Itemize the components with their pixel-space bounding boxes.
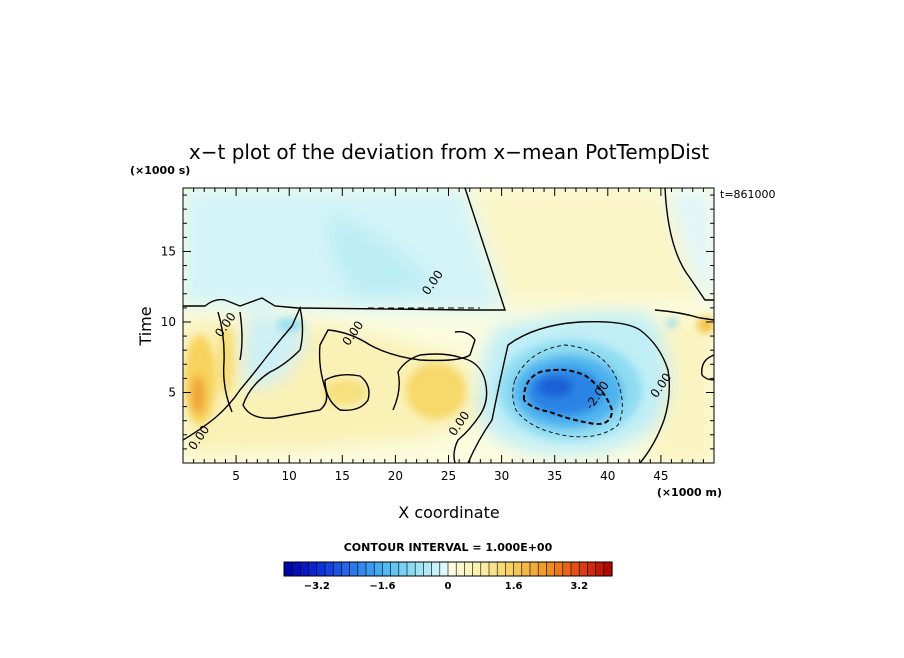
colorbar-cell <box>603 561 613 577</box>
colorbar-cell <box>291 561 302 577</box>
heatmap-field: 0.000.000.000.000.000.00-2.00 <box>183 188 714 463</box>
colorbar-cell <box>439 561 449 577</box>
x-unit-label: (×1000 m) <box>657 486 722 499</box>
colorbar-cell <box>554 561 564 577</box>
contour-zero-right <box>467 320 671 463</box>
colorbar-cell <box>341 561 351 577</box>
colorbar-cell <box>505 561 515 577</box>
time-annotation: t=861000 <box>720 188 776 201</box>
x-tick-label: 40 <box>600 469 615 483</box>
colorbar-cell <box>562 561 572 577</box>
colorbar-frame <box>283 561 613 577</box>
warm-patch-right-top <box>697 317 714 333</box>
contour-minus2 <box>522 368 614 426</box>
colorbar-cell <box>283 561 293 577</box>
colorbar-cell <box>595 561 605 577</box>
colorbar-tick-label: −3.2 <box>304 581 330 592</box>
colorbar-cell <box>300 561 310 577</box>
colorbar-cell <box>382 561 392 577</box>
x-tick-label: 10 <box>282 469 297 483</box>
axis-tick-labels: 5 10 15 20 25 30 35 40 45 5 10 15 <box>161 244 669 483</box>
colorbar-cell <box>349 561 359 577</box>
x-tick-label: 45 <box>653 469 668 483</box>
colorbar-tick-label: −1.6 <box>369 581 395 592</box>
x-tick-label: 20 <box>388 469 403 483</box>
contour-zero-upper <box>183 188 506 311</box>
colorbar-cell <box>414 561 425 577</box>
x-tick-label: 15 <box>335 469 350 483</box>
y-tick-label: 5 <box>168 385 176 399</box>
colorbar-cell <box>373 561 384 577</box>
field-right-edge-warm <box>640 318 714 463</box>
colorbar-cell <box>537 561 548 577</box>
cool-patch-right <box>667 319 677 327</box>
contour-zero-upper-right <box>664 188 714 301</box>
colorbar-cell <box>357 561 367 577</box>
colorbar: −3.2 −1.6 0 1.6 3.2 <box>283 561 613 592</box>
colorbar-cell <box>398 561 408 577</box>
colorbar-cell <box>332 561 343 577</box>
colorbar-cell <box>390 561 400 577</box>
contour-lines <box>183 188 714 463</box>
x-axis-label: X coordinate <box>398 503 499 522</box>
colorbar-cell <box>546 561 556 577</box>
y-tick-label: 10 <box>161 315 176 329</box>
warm-stripe-left <box>218 325 234 395</box>
x-tick-label: 35 <box>547 469 562 483</box>
colorbar-cell <box>570 561 580 577</box>
colorbar-cell <box>365 561 375 577</box>
colorbar-cell <box>447 561 457 577</box>
field-upper-warm <box>470 188 705 305</box>
contour-minus1 <box>512 344 623 438</box>
cold-core <box>537 377 573 397</box>
chart-title: x−t plot of the deviation from x−mean Po… <box>189 140 709 164</box>
colorbar-cell <box>480 561 490 577</box>
colorbar-title: CONTOUR INTERVAL = 1.000E+00 <box>344 541 553 554</box>
colorbar-cell <box>316 561 326 577</box>
y-axis-label: Time <box>136 306 155 346</box>
colorbar-cell <box>529 561 539 577</box>
contour-zero-stripes <box>217 311 243 413</box>
axis-ticks <box>183 188 714 463</box>
contour-zero-right-edge <box>654 309 714 381</box>
colorbar-tick-label: 1.6 <box>505 581 523 592</box>
colorbar-cell <box>472 561 482 577</box>
colorbar-cell <box>513 561 523 577</box>
contour-zero-mid <box>392 353 488 463</box>
x-tick-label: 30 <box>494 469 509 483</box>
colorbar-cell <box>521 561 531 577</box>
field-upper-cool-core <box>328 210 440 300</box>
colorbar-cell <box>496 561 507 577</box>
colorbar-cell <box>455 561 466 577</box>
warm-patch-left-core <box>191 375 205 415</box>
colorbar-cell <box>431 561 441 577</box>
field-upper-right-cool <box>668 188 714 300</box>
y-unit-label: (×1000 s) <box>130 164 190 177</box>
colorbar-cell <box>578 561 589 577</box>
cool-patch-left <box>276 318 304 332</box>
colorbar-cell <box>488 561 498 577</box>
colorbar-cell <box>308 561 318 577</box>
contour-zero-15 <box>324 373 370 411</box>
contour-zero-left <box>183 305 476 441</box>
colorbar-cell <box>406 561 416 577</box>
colorbar-cell <box>587 561 597 577</box>
x-tick-label: 25 <box>441 469 456 483</box>
x-tick-label: 5 <box>232 469 240 483</box>
colorbar-cell <box>423 561 433 577</box>
colorbar-tick-label: 0 <box>445 581 452 592</box>
warm-patch-25 <box>406 363 466 419</box>
colorbar-cell <box>464 561 474 577</box>
colorbar-cell <box>324 561 334 577</box>
warm-patch-15 <box>323 379 367 405</box>
y-tick-label: 15 <box>161 244 176 258</box>
colorbar-tick-label: 3.2 <box>570 581 588 592</box>
